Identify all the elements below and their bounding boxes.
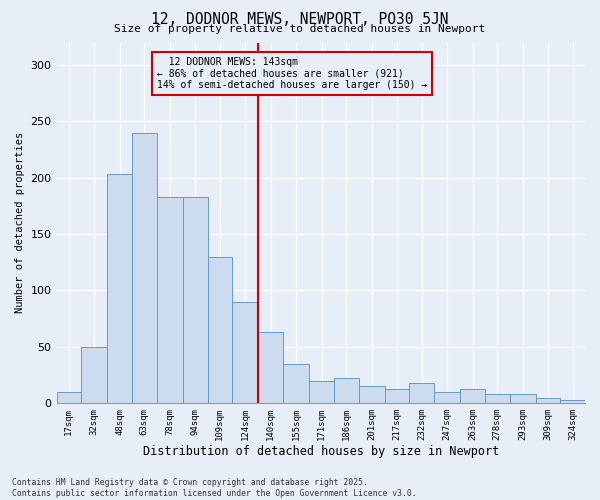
Bar — [283, 364, 309, 403]
Bar — [409, 383, 434, 403]
Bar — [309, 380, 334, 403]
Bar — [157, 197, 183, 403]
X-axis label: Distribution of detached houses by size in Newport: Distribution of detached houses by size … — [143, 444, 499, 458]
Text: 12, DODNOR MEWS, NEWPORT, PO30 5JN: 12, DODNOR MEWS, NEWPORT, PO30 5JN — [151, 12, 449, 28]
Bar — [208, 256, 232, 403]
Bar — [56, 392, 81, 403]
Text: Contains HM Land Registry data © Crown copyright and database right 2025.
Contai: Contains HM Land Registry data © Crown c… — [12, 478, 416, 498]
Bar — [560, 400, 585, 403]
Bar — [460, 388, 485, 403]
Bar — [536, 398, 560, 403]
Y-axis label: Number of detached properties: Number of detached properties — [15, 132, 25, 314]
Bar — [183, 197, 208, 403]
Bar — [132, 132, 157, 403]
Bar — [385, 388, 409, 403]
Bar — [485, 394, 509, 403]
Bar — [334, 378, 359, 403]
Bar — [259, 332, 283, 403]
Bar — [434, 392, 460, 403]
Text: 12 DODNOR MEWS: 143sqm  
← 86% of detached houses are smaller (921)
14% of semi-: 12 DODNOR MEWS: 143sqm ← 86% of detached… — [157, 57, 427, 90]
Bar — [107, 174, 132, 403]
Bar — [509, 394, 536, 403]
Bar — [359, 386, 385, 403]
Bar — [232, 302, 259, 403]
Text: Size of property relative to detached houses in Newport: Size of property relative to detached ho… — [115, 24, 485, 34]
Bar — [81, 347, 107, 403]
